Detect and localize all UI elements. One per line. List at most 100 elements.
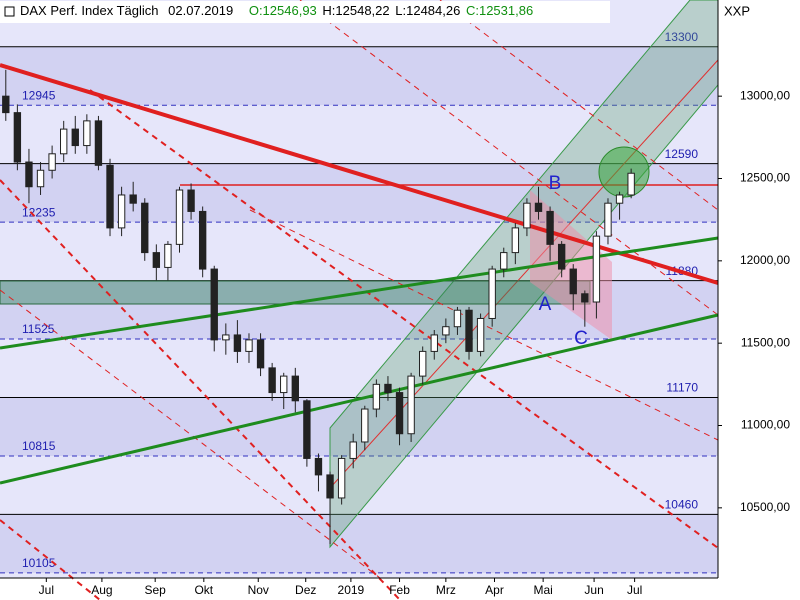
candle-body bbox=[25, 161, 33, 188]
level-label: 10815 bbox=[22, 439, 56, 453]
x-tick-label: Sep bbox=[145, 583, 167, 597]
candle-body bbox=[337, 457, 346, 499]
level-band bbox=[0, 514, 718, 573]
candle-body bbox=[187, 189, 195, 212]
symbol: XXP bbox=[724, 3, 750, 18]
candle-body bbox=[384, 383, 392, 394]
candle-body bbox=[442, 326, 450, 336]
candle-body bbox=[222, 334, 230, 341]
x-tick-label: Nov bbox=[248, 583, 269, 597]
candle-body bbox=[291, 375, 299, 402]
level-band bbox=[0, 46, 718, 106]
candle-body bbox=[557, 243, 566, 270]
candle-body bbox=[465, 309, 473, 352]
dashed-line bbox=[0, 179, 401, 600]
candle-body bbox=[523, 202, 531, 229]
dashed-line bbox=[89, 89, 719, 549]
candle-body bbox=[268, 367, 276, 394]
candle-body bbox=[407, 375, 415, 435]
candle-body bbox=[476, 317, 485, 352]
candle-body bbox=[280, 375, 288, 394]
candle-body bbox=[106, 164, 114, 229]
y-tick-label: 11500,00 bbox=[741, 335, 790, 349]
candle-body bbox=[60, 128, 68, 155]
level-label: 11525 bbox=[22, 322, 55, 336]
candle-body bbox=[395, 392, 404, 435]
annotation: B bbox=[549, 173, 562, 194]
candle-body bbox=[129, 194, 137, 204]
open-label: O:12546,93 bbox=[249, 3, 317, 18]
candle-body bbox=[94, 120, 103, 166]
candle-body bbox=[36, 169, 45, 188]
candle-body bbox=[581, 293, 589, 303]
candle-body bbox=[303, 400, 311, 459]
candle-body bbox=[419, 350, 427, 377]
y-tick-label: 10500,00 bbox=[740, 500, 790, 514]
high-label: H:12548,22 bbox=[322, 3, 389, 18]
candle-body bbox=[361, 408, 369, 443]
low-label: L:12484,26 bbox=[395, 3, 460, 18]
annotation: A bbox=[539, 294, 552, 315]
candle-body bbox=[500, 252, 508, 270]
candle-body bbox=[13, 112, 22, 163]
candle-body bbox=[349, 441, 357, 459]
dashed-line bbox=[439, 0, 719, 211]
x-tick-label: Jun bbox=[584, 583, 603, 597]
candle-body bbox=[141, 202, 149, 254]
candle-body bbox=[627, 172, 635, 196]
candle-body bbox=[372, 383, 381, 410]
candle-body bbox=[511, 227, 520, 254]
candle-body bbox=[488, 268, 496, 319]
candle-body bbox=[71, 128, 79, 147]
level-label: 12235 bbox=[22, 205, 56, 219]
candle-body bbox=[198, 210, 207, 270]
x-tick-label: Mai bbox=[533, 583, 552, 597]
candle-body bbox=[453, 309, 462, 328]
candle-body bbox=[164, 243, 172, 268]
candles bbox=[2, 69, 635, 545]
candle-body bbox=[245, 339, 253, 352]
x-tick-label: Okt bbox=[194, 583, 213, 597]
y-tick-label: 13000,00 bbox=[740, 88, 790, 102]
candle-body bbox=[326, 474, 334, 499]
candle-body bbox=[256, 339, 265, 369]
y-tick-label: 12000,00 bbox=[740, 253, 790, 267]
x-tick-label: Feb bbox=[389, 583, 410, 597]
header-background bbox=[0, 1, 610, 23]
header: DAX Perf. Index Täglich 02.07.2019 O:125… bbox=[20, 3, 533, 18]
close-label: C:12531,86 bbox=[466, 3, 533, 18]
target-circle bbox=[598, 146, 650, 198]
level-label: 12590 bbox=[665, 147, 699, 161]
candle-body bbox=[534, 202, 543, 212]
candle-body bbox=[2, 95, 10, 114]
candle-body bbox=[152, 252, 161, 268]
x-tick-label: 2019 bbox=[338, 583, 365, 597]
level-label: 10105 bbox=[22, 556, 56, 570]
x-tick-label: Jul bbox=[39, 583, 54, 597]
candle-body bbox=[175, 189, 184, 245]
candle-body bbox=[546, 210, 554, 245]
header-icon bbox=[4, 6, 15, 17]
support-zone bbox=[0, 280, 591, 305]
candle-body bbox=[210, 268, 218, 341]
candle-body bbox=[604, 202, 612, 237]
annotation: C bbox=[574, 328, 588, 349]
instrument-title: DAX Perf. Index Täglich bbox=[20, 3, 159, 18]
candle-body bbox=[314, 457, 323, 476]
y-tick-label: 11000,00 bbox=[741, 418, 790, 432]
x-tick-label: Mrz bbox=[436, 583, 456, 597]
level-label: 10460 bbox=[665, 498, 699, 512]
green-trend bbox=[0, 313, 719, 485]
candle-body bbox=[592, 235, 601, 303]
candle-body bbox=[117, 194, 126, 229]
x-tick-label: Apr bbox=[485, 583, 504, 597]
candle-body bbox=[233, 334, 242, 352]
level-label: 13300 bbox=[665, 30, 699, 44]
candle-body bbox=[569, 268, 577, 295]
y-tick-label: 12500,00 bbox=[740, 171, 790, 185]
x-tick-label: Dez bbox=[295, 583, 316, 597]
dashed-line bbox=[249, 209, 719, 441]
candle-body bbox=[48, 153, 56, 171]
